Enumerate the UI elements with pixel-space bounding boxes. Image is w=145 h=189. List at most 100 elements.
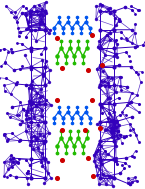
Point	[17, 160, 19, 163]
Point	[10, 48, 12, 51]
Point	[119, 172, 121, 175]
Point	[131, 181, 133, 184]
Point	[127, 177, 129, 180]
Point	[25, 6, 27, 9]
Point	[45, 1, 47, 4]
Point	[119, 75, 121, 78]
Point	[108, 112, 110, 115]
Point	[29, 49, 32, 52]
Point	[29, 100, 31, 103]
Point	[35, 40, 37, 43]
Point	[19, 139, 22, 142]
Point	[35, 104, 38, 107]
Point	[39, 22, 42, 25]
Point	[69, 136, 71, 139]
Point	[57, 20, 60, 23]
Point	[40, 88, 42, 91]
Point	[81, 55, 84, 58]
Point	[104, 84, 106, 87]
Point	[81, 62, 84, 65]
Point	[28, 117, 30, 120]
Point	[64, 145, 67, 148]
Point	[41, 108, 43, 111]
Point	[113, 10, 115, 13]
Point	[50, 176, 52, 179]
Point	[113, 121, 115, 124]
Point	[125, 113, 127, 116]
Point	[111, 76, 113, 79]
Point	[136, 44, 138, 47]
Point	[69, 46, 71, 49]
Point	[7, 50, 10, 53]
Point	[30, 139, 32, 142]
Point	[60, 39, 62, 42]
Point	[117, 130, 119, 133]
Point	[86, 46, 88, 49]
Point	[6, 175, 8, 178]
Point	[125, 51, 127, 54]
Point	[3, 132, 6, 135]
Point	[57, 111, 60, 114]
Point	[114, 16, 116, 19]
Point	[119, 133, 121, 136]
Point	[16, 20, 18, 23]
Point	[25, 118, 27, 121]
Point	[33, 5, 36, 8]
Point	[44, 84, 46, 87]
Point	[30, 67, 32, 70]
Point	[108, 97, 111, 100]
Point	[125, 156, 127, 160]
Point	[57, 105, 60, 108]
Point	[44, 158, 46, 161]
Point	[47, 172, 49, 175]
Point	[89, 26, 91, 29]
Point	[9, 11, 12, 14]
Point	[89, 32, 91, 35]
Point	[15, 83, 17, 86]
Point	[47, 160, 49, 163]
Point	[111, 130, 114, 133]
Point	[3, 160, 6, 163]
Point	[135, 71, 137, 74]
Point	[116, 119, 118, 122]
Point	[30, 65, 32, 68]
Point	[24, 12, 26, 15]
Point	[99, 2, 101, 5]
Point	[115, 157, 117, 160]
Point	[137, 8, 139, 11]
Point	[126, 104, 128, 107]
Point	[27, 20, 29, 23]
Point	[113, 157, 115, 160]
Point	[66, 105, 69, 108]
Point	[19, 31, 21, 34]
Point	[84, 129, 86, 132]
Point	[16, 81, 19, 84]
Point	[80, 116, 82, 119]
Point	[24, 36, 27, 39]
Point	[100, 144, 102, 147]
Point	[35, 10, 37, 13]
Point	[97, 148, 99, 151]
Point	[41, 73, 44, 76]
Point	[9, 158, 12, 161]
Point	[48, 80, 51, 83]
Point	[18, 35, 20, 38]
Point	[37, 123, 39, 126]
Point	[39, 95, 42, 98]
Point	[131, 8, 133, 11]
Point	[109, 39, 111, 42]
Point	[109, 31, 111, 34]
Point	[133, 176, 136, 179]
Point	[41, 74, 44, 77]
Point	[129, 60, 131, 63]
Point	[0, 49, 1, 52]
Point	[61, 129, 63, 132]
Point	[61, 67, 63, 70]
Point	[45, 60, 47, 63]
Point	[19, 68, 21, 71]
Point	[21, 120, 23, 123]
Point	[129, 129, 132, 132]
Point	[106, 96, 109, 99]
Point	[73, 55, 75, 58]
Point	[56, 177, 58, 180]
